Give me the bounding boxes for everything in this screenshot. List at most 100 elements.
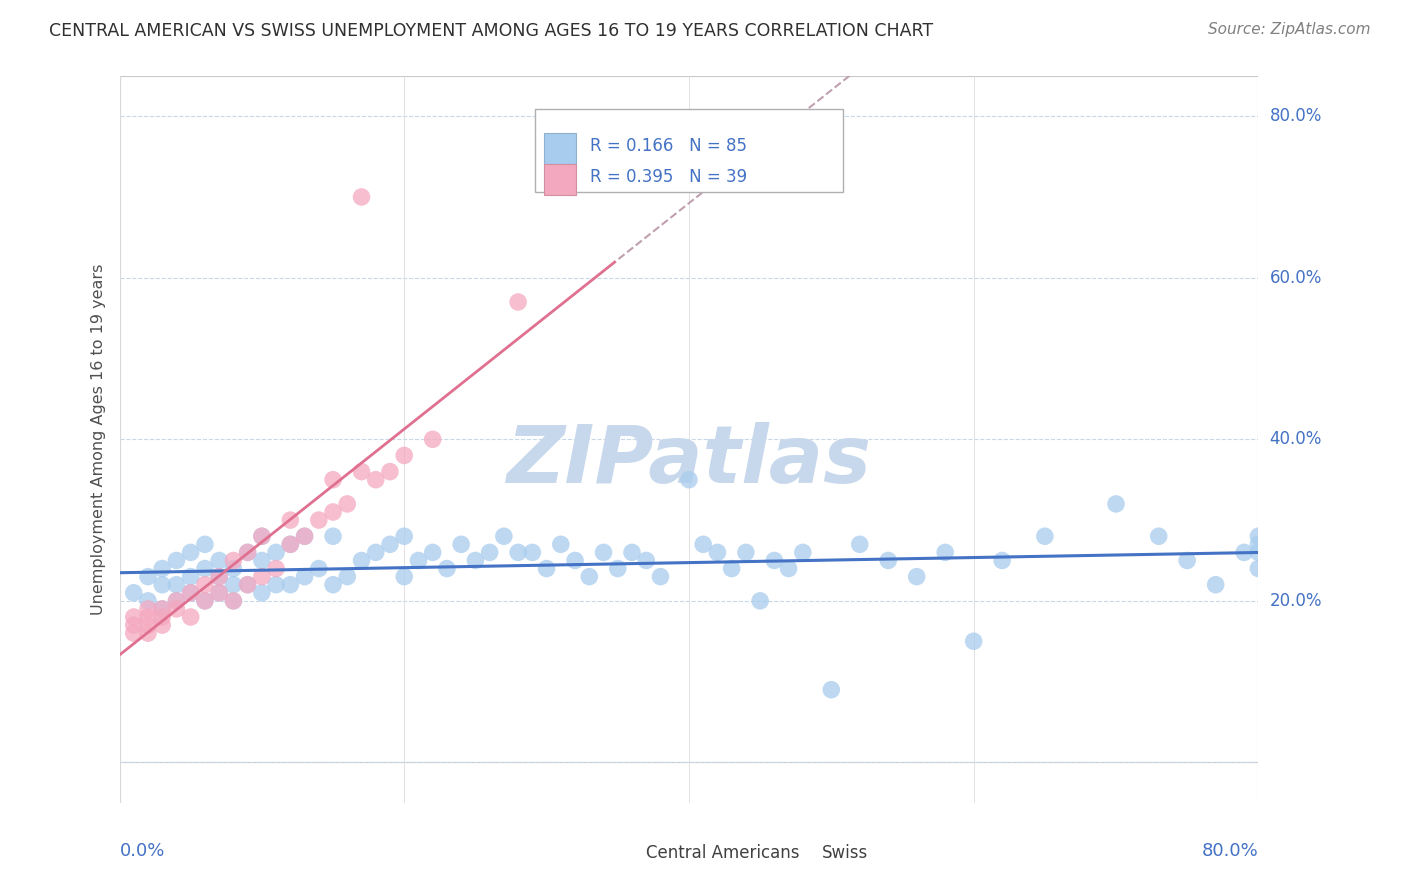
Point — [294, 569, 316, 583]
Point — [1233, 545, 1256, 559]
Point — [250, 529, 273, 543]
Text: ZIPatlas: ZIPatlas — [506, 422, 872, 500]
Point — [749, 594, 772, 608]
Text: 20.0%: 20.0% — [1270, 592, 1322, 610]
Point — [208, 569, 231, 583]
Point — [150, 618, 173, 632]
Point — [222, 553, 245, 567]
Point — [136, 610, 159, 624]
Point — [422, 432, 444, 446]
Text: Source: ZipAtlas.com: Source: ZipAtlas.com — [1208, 22, 1371, 37]
Point — [934, 545, 956, 559]
Point — [166, 602, 188, 616]
Point — [578, 569, 600, 583]
Point — [378, 537, 401, 551]
Text: 40.0%: 40.0% — [1270, 430, 1322, 449]
Point — [650, 569, 672, 583]
Point — [636, 553, 658, 567]
Point — [150, 578, 173, 592]
FancyBboxPatch shape — [544, 164, 576, 194]
Point — [250, 569, 273, 583]
Text: R = 0.395   N = 39: R = 0.395 N = 39 — [591, 169, 747, 186]
FancyBboxPatch shape — [609, 844, 634, 866]
Point — [877, 553, 900, 567]
Point — [280, 578, 302, 592]
Point — [763, 553, 786, 567]
Text: Swiss: Swiss — [823, 844, 869, 862]
Text: CENTRAL AMERICAN VS SWISS UNEMPLOYMENT AMONG AGES 16 TO 19 YEARS CORRELATION CHA: CENTRAL AMERICAN VS SWISS UNEMPLOYMENT A… — [49, 22, 934, 40]
Point — [692, 537, 714, 551]
Point — [422, 545, 444, 559]
Point — [606, 561, 628, 575]
Point — [364, 473, 387, 487]
Point — [194, 537, 217, 551]
Point — [180, 610, 202, 624]
Point — [522, 545, 544, 559]
Point — [394, 529, 416, 543]
Text: 0.0%: 0.0% — [120, 842, 165, 860]
Point — [166, 578, 188, 592]
Point — [166, 553, 188, 567]
Point — [706, 545, 728, 559]
Point — [150, 602, 173, 616]
Point — [991, 553, 1014, 567]
Text: 80.0%: 80.0% — [1202, 842, 1258, 860]
Point — [222, 594, 245, 608]
Point — [180, 545, 202, 559]
Point — [350, 465, 373, 479]
Point — [136, 569, 159, 583]
Point — [464, 553, 486, 567]
Point — [222, 578, 245, 592]
Point — [194, 578, 217, 592]
Point — [322, 529, 344, 543]
Point — [536, 561, 558, 575]
Point — [236, 545, 259, 559]
Point — [735, 545, 758, 559]
Point — [136, 594, 159, 608]
Point — [122, 626, 145, 640]
Point — [166, 594, 188, 608]
Point — [1105, 497, 1128, 511]
Point — [408, 553, 430, 567]
Point — [166, 594, 188, 608]
Point — [678, 473, 700, 487]
Point — [1247, 561, 1270, 575]
Point — [1147, 529, 1170, 543]
Point — [250, 529, 273, 543]
Point — [136, 602, 159, 616]
Point — [136, 626, 159, 640]
Point — [336, 497, 359, 511]
Y-axis label: Unemployment Among Ages 16 to 19 years: Unemployment Among Ages 16 to 19 years — [90, 264, 105, 615]
Point — [222, 561, 245, 575]
Point — [222, 594, 245, 608]
Point — [550, 537, 572, 551]
Text: Central Americans: Central Americans — [645, 844, 799, 862]
Point — [478, 545, 501, 559]
Point — [180, 586, 202, 600]
Point — [394, 449, 416, 463]
Point — [905, 569, 928, 583]
Point — [250, 586, 273, 600]
Point — [250, 553, 273, 567]
Point — [322, 473, 344, 487]
Point — [280, 513, 302, 527]
Point — [208, 586, 231, 600]
Point — [264, 561, 287, 575]
Point — [720, 561, 742, 575]
Point — [122, 586, 145, 600]
FancyBboxPatch shape — [536, 109, 842, 192]
Point — [1247, 545, 1270, 559]
FancyBboxPatch shape — [544, 134, 576, 164]
Point — [1205, 578, 1227, 592]
Point — [820, 682, 842, 697]
Point — [208, 553, 231, 567]
Point — [208, 586, 231, 600]
Point — [378, 465, 401, 479]
Point — [322, 505, 344, 519]
Point — [280, 537, 302, 551]
Text: R = 0.166   N = 85: R = 0.166 N = 85 — [591, 137, 747, 155]
Point — [236, 545, 259, 559]
Point — [849, 537, 872, 551]
Point — [122, 618, 145, 632]
Point — [963, 634, 986, 648]
